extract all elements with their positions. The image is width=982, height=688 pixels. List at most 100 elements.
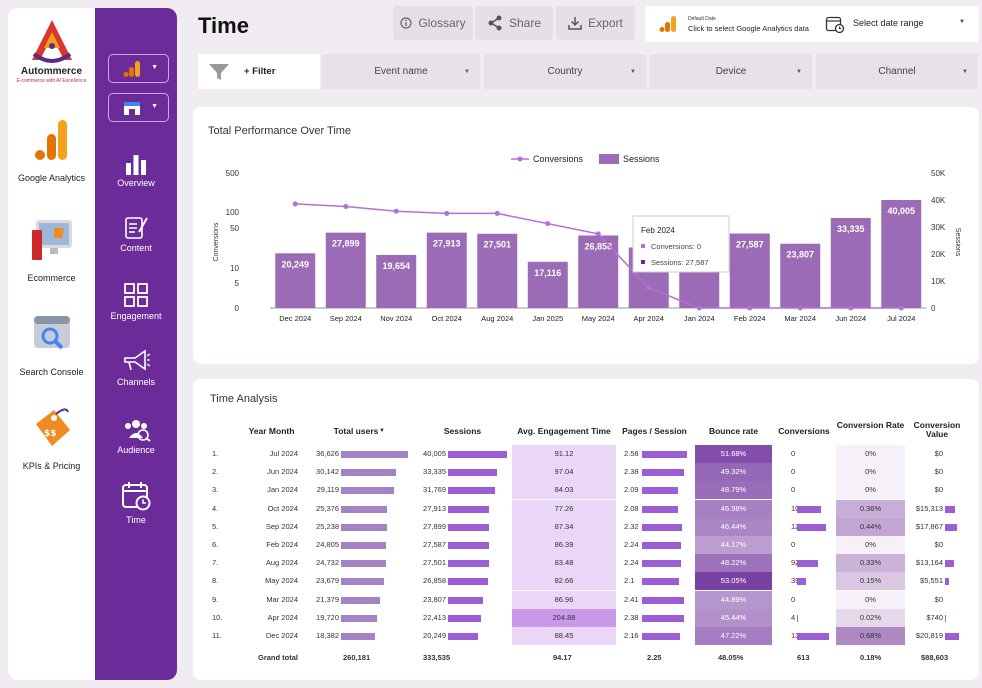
bar-value-label: 27,913 [433,239,461,249]
conversion-value: $17,867 [915,521,943,531]
conversions: 0 [791,449,796,458]
source-ecommerce[interactable]: Ecommerce [8,216,95,283]
x-axis-tick: Jun 2024 [835,314,866,323]
left-axis-tick: 100 [226,208,240,217]
conversion-value-bar [945,560,954,568]
nav-label: Engagement [110,311,162,321]
x-axis-tick: Feb 2024 [734,314,766,323]
pages-per-session: 2.41 [624,594,639,604]
sessions-bar [448,542,489,549]
right-axis-tick: 20K [931,250,946,259]
tooltip-conversions: Conversions: 0 [651,242,701,251]
source-label: Search Console [19,367,84,377]
total-users-bar [341,614,378,622]
sessions-bar [448,505,490,513]
export-button[interactable]: Export [556,6,635,40]
pages-per-session-bar [642,469,684,477]
pages-per-session-bar [642,487,679,495]
store-icon [124,102,140,115]
filter-channel[interactable]: Channel ▼ [816,54,978,89]
sessions: 27,913 [423,503,446,513]
pages-per-session: 2.09 [624,485,639,495]
conversion-value-bar [945,523,957,531]
total-users-bar [341,469,397,477]
pages-per-session: 2.38 [624,612,639,622]
grand-total-conversions: 613 [797,653,810,663]
tooltip-sessions: Sessions: 27,587 [651,258,709,267]
source-google-analytics[interactable]: Google Analytics [8,116,95,183]
row-number: 11. [212,631,222,640]
nav-overview[interactable]: Overview [95,153,177,188]
bounce-rate: 45.44% [695,608,772,627]
year-month: Aug 2024 [265,558,298,568]
bounce-rate: 46.98% [695,499,772,518]
performance-chart-card: Total Performance Over Time 500 100 50 10 5 0… [193,107,979,364]
conversions-point [797,305,803,311]
row-number: 6. [212,540,219,549]
nav-label: Audience [117,445,155,455]
add-filter-button[interactable]: + Filter [198,54,320,89]
right-axis-tick: 0 [931,304,936,313]
conversions-point [545,221,551,227]
table-title: Time Analysis [210,393,278,405]
sessions-bar [448,523,490,531]
pages-per-session-bar [642,596,685,604]
nav-time[interactable]: Time [95,480,177,525]
x-axis-tick: Mar 2024 [784,314,816,323]
bounce-rate: 44.17% [695,536,772,554]
date-range-control[interactable]: Default Date Click to select Google Anal… [645,6,979,42]
conversions-bar [797,614,798,622]
column-header: Conversion Value [913,420,961,439]
legend-sessions-label: Sessions [623,154,660,164]
sessions-bar [448,614,482,622]
conversion-rate: 0.33% [836,554,905,573]
bar-value-label: 27,501 [483,240,511,250]
bounce-rate: 53.05% [695,572,772,591]
row-number: 8. [212,576,219,586]
conversions-point [292,201,298,207]
nav-content[interactable]: Content [95,214,177,253]
left-axis-tick: 500 [226,169,240,178]
conversions: 0 [791,485,796,495]
date-range-value: Select date range [853,18,924,28]
total-users: 18,382 [316,631,339,640]
share-button[interactable]: Share [475,6,553,40]
bounce-rate: 51.68% [695,445,772,463]
total-users: 30,142 [316,467,339,477]
default-date-label: Default Date [688,16,716,22]
filter-device[interactable]: Device ▼ [650,54,812,89]
filter-event-name[interactable]: Event name ▼ [322,54,480,89]
conversion-value: $0 [934,467,943,477]
year-month: Oct 2024 [267,503,298,513]
source-search-console[interactable]: Search Console [8,310,95,377]
nav-channels[interactable]: Channels [95,348,177,387]
users-icon [125,420,151,442]
nav-audience[interactable]: Audience [95,416,177,455]
conversions-point [747,305,753,311]
bar-value-label: 40,005 [887,206,915,216]
conversions-point [393,208,399,214]
filter-bar: + Filter Event name ▼ Country ▼ Device ▼ Ch… [198,54,978,89]
filter-country[interactable]: Country ▼ [484,54,646,89]
total-users: 21,379 [316,594,339,604]
sessions-bar [448,633,478,640]
pages-per-session-bar [642,523,683,531]
x-axis-tick: Jul 2024 [887,314,915,323]
total-users-bar [341,451,408,458]
store-dropdown[interactable]: ▼ [108,93,169,122]
ga-property-dropdown[interactable]: ▼ [108,54,169,83]
conversion-value-bar [945,578,949,586]
source-kpis-pricing[interactable]: $$ KPIs & Pricing [8,404,95,471]
sessions: 27,899 [423,521,446,531]
chevron-down-icon: ▼ [464,68,470,75]
download-icon [568,17,582,30]
nav-engagement[interactable]: Engagement [95,282,177,321]
pages-per-session: 2.58 [624,449,639,458]
conversions: 0 [791,540,796,549]
glossary-button[interactable]: Glossary [393,6,473,40]
conversions-point [848,305,854,311]
chevron-down-icon: ▼ [796,68,802,75]
x-axis-tick: Sep 2024 [330,314,362,323]
price-tag-icon: $$ [35,408,70,446]
sessions-bar [780,243,821,308]
